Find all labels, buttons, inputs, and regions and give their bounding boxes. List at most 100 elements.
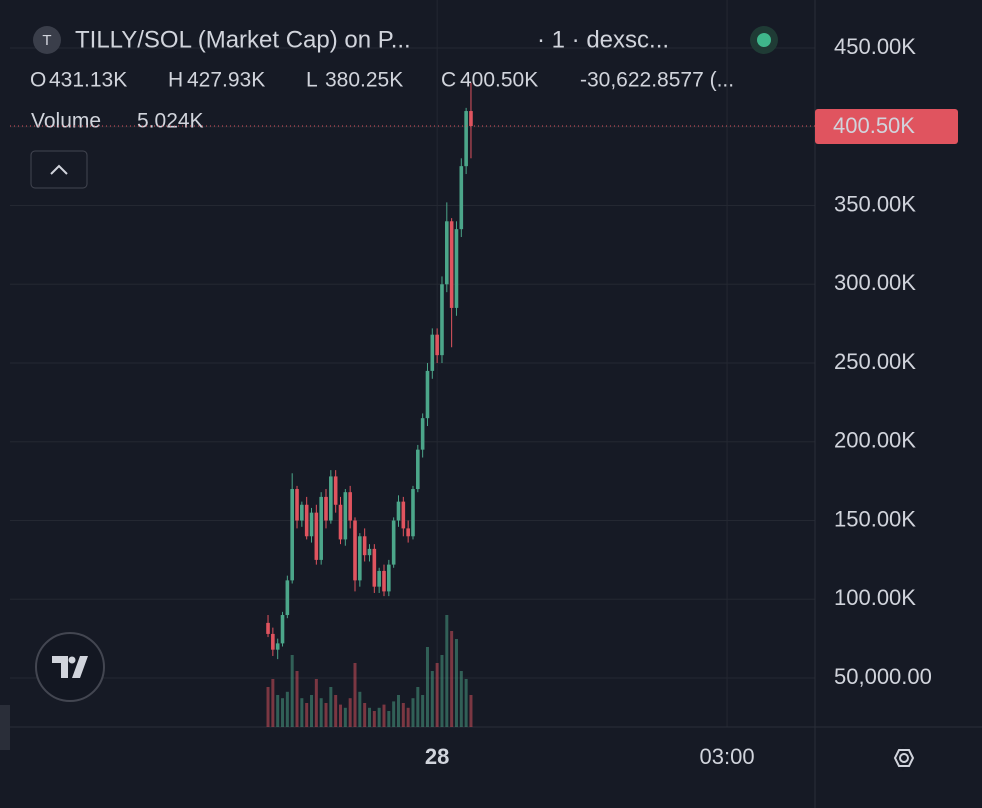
candle-body (430, 334, 435, 371)
candle-body (333, 476, 338, 505)
candle-body (300, 504, 304, 521)
side-handle[interactable] (0, 705, 10, 750)
candle-body (309, 512, 314, 537)
candle-body (387, 564, 391, 592)
volume-bar (353, 663, 357, 727)
candle-body (396, 501, 401, 521)
y-tick-label: 100.00K (834, 585, 916, 610)
volume-bar (392, 701, 396, 727)
candle-body (314, 512, 319, 560)
candle-body (464, 111, 468, 167)
volume-bar (276, 695, 280, 727)
legend-value: 431.13K (49, 69, 127, 92)
volume-bar (319, 698, 323, 727)
volume-bar (469, 695, 473, 727)
y-tick-label: 150.00K (834, 506, 916, 531)
volume-bar (372, 711, 376, 727)
last-price-badge (815, 108, 958, 144)
candle-body (367, 548, 372, 556)
candle-body (440, 284, 444, 356)
volume-bar (387, 711, 391, 727)
volume-bar (450, 631, 454, 727)
y-tick-label: 350.00K (834, 191, 916, 216)
candle-body (343, 492, 348, 540)
legend-key: H (168, 69, 183, 92)
chart-title: TILLY/SOL (Market Cap) on P... (75, 26, 411, 53)
volume-bar (295, 671, 299, 727)
volume-bar (300, 698, 304, 727)
y-tick-label: 250.00K (834, 349, 916, 374)
volume-bar (285, 691, 289, 727)
volume-bar (454, 639, 458, 727)
candle-body (377, 570, 381, 587)
volume-bar (440, 655, 444, 727)
volume-bar (382, 704, 386, 727)
volume-bar (290, 655, 294, 727)
candle-body (290, 489, 294, 581)
volume-value: 5.024K (137, 110, 204, 133)
volume-bar (430, 671, 434, 727)
candle-body (401, 501, 406, 529)
symbol-icon (33, 26, 61, 54)
volume-bar (310, 695, 314, 727)
volume-bar (411, 698, 415, 727)
volume-bar (281, 698, 285, 727)
volume-bar (363, 703, 367, 727)
volume-bar (435, 663, 439, 727)
x-tick-label: 28 (425, 744, 449, 769)
volume-bar (401, 703, 405, 727)
legend-key: O (30, 69, 46, 92)
settings-icon-hole (899, 753, 909, 763)
candle-body (406, 528, 410, 537)
volume-bar (396, 695, 400, 727)
volume-bar (305, 703, 309, 727)
legend-value: 380.25K (325, 69, 403, 92)
collapse-button[interactable] (30, 150, 88, 189)
candle-body (358, 536, 362, 581)
candle-body (329, 476, 333, 521)
candle-body (362, 536, 367, 556)
volume-bar (358, 691, 362, 727)
candle-body (435, 334, 439, 356)
volume-bar (406, 707, 410, 727)
y-tick-label: 300.00K (834, 270, 916, 295)
candle-body (319, 496, 323, 560)
legend-value: 400.50K (460, 69, 538, 92)
candle-body (266, 622, 270, 634)
volume-bar (343, 707, 347, 727)
volume-bar (416, 687, 420, 727)
change-label: -30,622.8577 (... (580, 69, 734, 92)
volume-bar (464, 679, 468, 727)
y-tick-label: 450.00K (834, 34, 916, 59)
y-tick-label: 50,000.00 (834, 664, 932, 689)
volume-bar (271, 679, 275, 727)
candle-body (338, 504, 343, 540)
candle-body (304, 504, 309, 537)
volume-bar (266, 687, 270, 727)
volume-bar (339, 704, 343, 727)
candle-body (459, 166, 464, 230)
candle-body (295, 489, 299, 521)
volume-bar (314, 679, 318, 727)
collapse-icon (50, 164, 68, 175)
legend-key: C (441, 69, 456, 92)
candle-body (372, 548, 377, 587)
candle-body (391, 520, 396, 565)
interval: · 1 · dexsc... (537, 26, 669, 53)
candle-body (449, 221, 454, 308)
legend-value: 427.93K (187, 69, 265, 92)
status-dot (757, 33, 771, 47)
volume-bar (459, 671, 463, 727)
candle-body (353, 520, 357, 581)
tv-logo[interactable] (35, 632, 105, 702)
candle-body (382, 570, 386, 592)
volume-bar (425, 647, 429, 727)
candle-body (445, 221, 449, 285)
settings-icon[interactable] (893, 749, 915, 767)
symbol-letter: T (42, 32, 51, 49)
volume-bar (367, 707, 371, 727)
volume-bar (445, 615, 449, 727)
candle-body (416, 449, 420, 490)
candle-body (285, 580, 290, 616)
x-tick-label: 03:00 (700, 744, 755, 769)
